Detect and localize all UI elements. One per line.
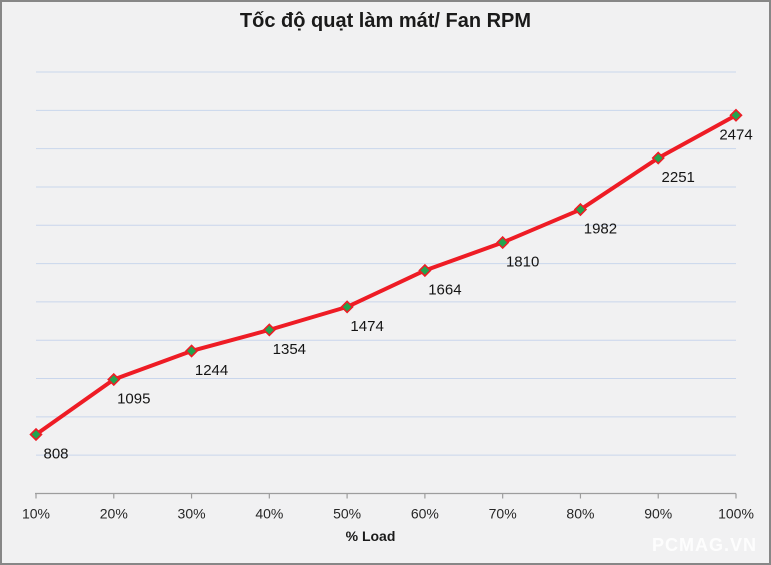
data-label: 1474 xyxy=(350,318,383,335)
x-tick-label: 70% xyxy=(489,506,517,522)
x-axis-title: % Load xyxy=(345,528,396,544)
x-tick-label: 20% xyxy=(100,506,128,522)
data-label: 1244 xyxy=(195,362,228,379)
x-tick-label: 30% xyxy=(178,506,206,522)
rpm-line xyxy=(34,113,738,437)
data-point-marker xyxy=(573,202,588,217)
x-tick-label: 100% xyxy=(718,506,754,522)
x-tick-label: 60% xyxy=(411,506,439,522)
data-point-marker xyxy=(418,263,432,278)
data-label: 1810 xyxy=(506,254,539,271)
x-tick-label: 40% xyxy=(255,506,283,522)
data-label: 808 xyxy=(43,445,68,462)
data-label: 2474 xyxy=(719,126,752,143)
x-tick-label: 80% xyxy=(566,506,594,522)
data-label: 1095 xyxy=(117,391,150,408)
data-point-marker xyxy=(184,344,199,358)
x-tick-label: 50% xyxy=(333,506,361,522)
data-point-marker xyxy=(729,108,743,122)
chart-title: Tốc độ quạt làm mát/ Fan RPM xyxy=(239,10,532,32)
data-point-marker xyxy=(262,323,276,337)
x-tick-label: 90% xyxy=(644,506,672,522)
watermark: PCMAG.VN xyxy=(651,535,757,555)
data-label: 1982 xyxy=(584,221,617,238)
data-label: 1664 xyxy=(428,281,461,298)
data-point-marker xyxy=(340,300,354,314)
data-point-marker xyxy=(496,235,510,250)
data-point-marker xyxy=(107,372,121,387)
data-label: 2251 xyxy=(662,169,695,186)
x-tick-label: 10% xyxy=(22,506,50,522)
data-point-marker xyxy=(29,427,43,442)
data-point-marker xyxy=(651,151,665,165)
data-label: 1354 xyxy=(273,341,306,358)
